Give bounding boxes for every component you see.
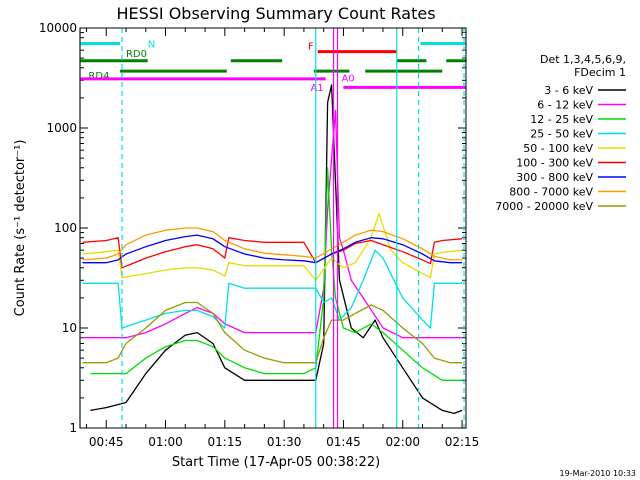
legend-entry-label: 3 - 6 keV	[544, 84, 593, 97]
legend-entry-label: 100 - 300 keV	[516, 157, 593, 170]
y-tick-label: 1000	[46, 121, 77, 135]
flag-label-f: F	[308, 42, 314, 53]
series-line-9	[82, 301, 462, 364]
x-tick-label: 02:00	[385, 435, 420, 449]
generation-timestamp: 19-Mar-2010 10:33	[560, 469, 637, 478]
flag-label-n: N	[148, 39, 155, 50]
x-tick-label: 01:15	[208, 435, 243, 449]
legend: Det 1,3,4,5,6,9, FDecim 1 3 - 6 keV 6 - 1…	[495, 53, 626, 213]
flag-label-a1: A1	[310, 83, 323, 94]
series-line-8	[82, 227, 462, 261]
series-line-7	[82, 234, 462, 264]
y-tick-label: 100	[54, 221, 77, 235]
series-line-4	[82, 249, 462, 329]
chart-title: HESSI Observing Summary Count Rates	[116, 4, 435, 23]
series-lines	[82, 84, 463, 415]
series-line-3	[90, 167, 462, 381]
flag-label-rd4: RD4	[88, 71, 109, 82]
y-axis-label: Count Rate (s⁻¹ detector⁻¹)	[13, 140, 28, 317]
y-tick-label: 10000	[39, 21, 77, 35]
y-axis: 1 10 100 1000 10000	[39, 21, 466, 435]
x-tick-label: 01:00	[148, 435, 183, 449]
legend-title-line2: FDecim 1	[574, 66, 626, 79]
series-line-6	[82, 237, 463, 269]
series-line-5	[82, 212, 463, 281]
x-tick-label: 02:15	[445, 435, 480, 449]
legend-entry-label: 800 - 7000 keV	[509, 186, 593, 199]
x-tick-label: 01:45	[326, 435, 361, 449]
legend-entry-label: 12 - 25 keV	[530, 113, 593, 126]
x-axis-label: Start Time (17-Apr-05 00:38:22)	[172, 455, 380, 470]
series-line-1	[90, 84, 463, 415]
plot-frame	[79, 27, 467, 429]
y-tick-label: 10	[62, 321, 77, 335]
legend-entry-label: 25 - 50 keV	[530, 128, 593, 141]
flag-label-rd0: RD0	[126, 49, 147, 60]
legend-title-line1: Det 1,3,4,5,6,9,	[540, 53, 626, 66]
x-axis: 00:45 01:00 01:15 01:30 01:45 02:00 02:15	[85, 28, 480, 449]
legend-entry-label: 7000 - 20000 keV	[495, 200, 593, 213]
legend-entry-label: 6 - 12 keV	[537, 99, 593, 112]
flag-label-a0: A0	[341, 73, 354, 84]
x-tick-label: 00:45	[89, 435, 124, 449]
y-tick-label: 1	[69, 421, 77, 435]
x-tick-label: 01:30	[267, 435, 302, 449]
series-line-2	[82, 109, 462, 339]
legend-entry-label: 300 - 800 keV	[516, 171, 593, 184]
legend-entry-label: 50 - 100 keV	[523, 142, 593, 155]
